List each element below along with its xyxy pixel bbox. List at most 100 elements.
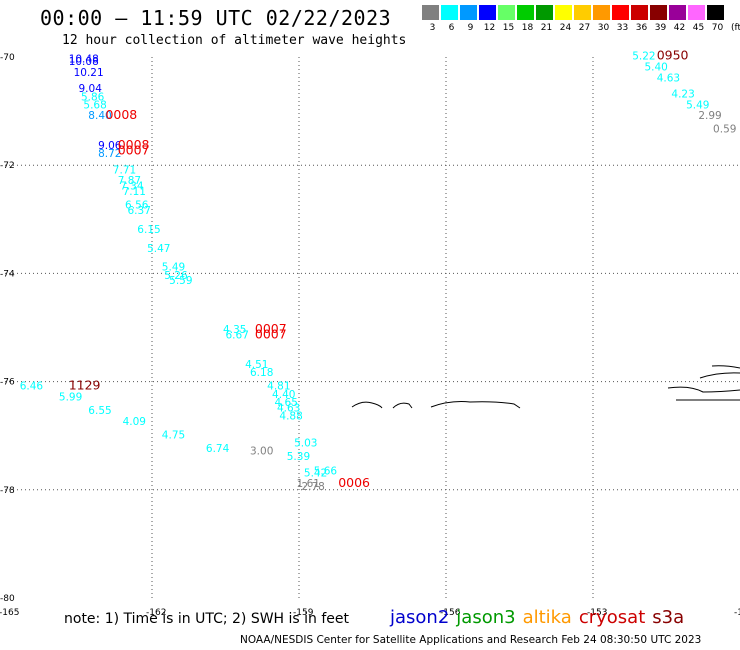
wave-height-label: 4.09 — [123, 416, 146, 428]
wave-height-label: 5.03 — [294, 438, 317, 450]
color-scale-label: 45 — [692, 23, 705, 33]
y-tick-label: -72 — [0, 161, 15, 171]
wave-height-label: 6.74 — [206, 443, 230, 455]
x-tick-label: -156 — [440, 608, 461, 618]
time-label: 0008 — [118, 137, 150, 152]
x-tick-label: -162 — [146, 608, 166, 618]
chart-title: 00:00 – 11:59 UTC 02/22/2023 — [40, 6, 392, 30]
color-scale-label: 18 — [521, 23, 534, 33]
satellite-legend-item: s3a — [652, 607, 685, 628]
color-scale-label: 6 — [448, 23, 455, 33]
wave-height-label: 3.00 — [250, 446, 273, 458]
wave-height-label: 6.15 — [137, 224, 160, 236]
y-tick-label: -80 — [0, 594, 15, 604]
time-label: 0950 — [657, 48, 689, 63]
color-scale-label: 15 — [502, 23, 515, 33]
time-label: 0006 — [338, 475, 370, 490]
color-scale-swatch — [593, 5, 610, 20]
wave-height-label: 5.47 — [147, 243, 170, 255]
color-scale-swatch — [631, 5, 648, 20]
color-scale-swatch — [688, 5, 705, 20]
time-label: 0007 — [255, 326, 287, 341]
wave-height-label: 4.65 — [275, 397, 298, 409]
wave-height-label: 4.35 — [223, 324, 246, 336]
wave-height-label: 5.59 — [169, 275, 192, 287]
coastline — [667, 365, 740, 401]
wave-height-label: 6.67 — [226, 329, 249, 341]
time-label: 0007 — [118, 142, 150, 157]
wave-height-label: 5.42 — [304, 467, 327, 479]
color-scale-label: 36 — [635, 23, 648, 33]
color-scale-swatch — [650, 5, 667, 20]
wave-height-label: 8.72 — [98, 148, 121, 160]
color-scale-swatch — [517, 5, 534, 20]
satellite-legend: jason2 jason3 altika cryosat s3a — [390, 607, 691, 628]
satellite-legend-item: altika — [522, 607, 572, 628]
wave-height-label: 10.21 — [74, 67, 104, 79]
wave-height-label: 8.40 — [88, 110, 111, 122]
color-scale-label: 12 — [483, 23, 496, 33]
wave-height-label: 6.55 — [88, 405, 111, 417]
color-scale-swatch — [498, 5, 515, 20]
color-scale-swatch — [441, 5, 458, 20]
color-scale-label: 9 — [467, 23, 474, 33]
satellite-legend-item: jason2 — [390, 607, 450, 628]
wave-height-label: 5.49 — [162, 262, 185, 274]
color-scale-label: 27 — [578, 23, 591, 33]
color-scale-swatch — [669, 5, 686, 20]
time-label: 0008 — [105, 107, 137, 122]
time-label: 1129 — [69, 378, 101, 393]
satellite-legend-item: cryosat — [578, 607, 646, 628]
wave-height-label: 2.78 — [301, 481, 324, 493]
wave-height-label: 7.71 — [113, 164, 136, 176]
wave-height-label: 4.63 — [657, 72, 680, 84]
wave-height-label: 4.23 — [671, 89, 694, 101]
y-tick-label: -78 — [0, 486, 15, 496]
wave-height-label: 6.46 — [20, 381, 44, 393]
wave-height-label: 9.04 — [79, 83, 103, 95]
wave-height-label: 6.56 — [125, 199, 149, 211]
wave-height-label: 5.99 — [59, 392, 82, 404]
x-tick-label: -159 — [293, 608, 314, 618]
time-label: 0007 — [255, 321, 287, 336]
color-scale-swatch — [612, 5, 629, 20]
color-scale-swatch — [460, 5, 477, 20]
color-scale-swatch — [479, 5, 496, 20]
color-scale-swatch — [422, 5, 439, 20]
color-scale-label: 70 — [711, 23, 724, 33]
wave-height-label: 1.61 — [297, 478, 320, 490]
wave-height-label: 6.37 — [128, 205, 151, 217]
color-scale-swatch — [574, 5, 591, 20]
color-scale-unit: (ft) — [731, 23, 740, 33]
color-scale-label: 30 — [597, 23, 610, 33]
wave-height-label: 7.87 — [118, 175, 141, 187]
color-scale-label: 24 — [559, 23, 572, 33]
x-tick-label: -165 — [0, 608, 19, 618]
wave-height-label: 10.48 — [69, 53, 99, 65]
wave-height-label: 0.59 — [713, 124, 736, 136]
wave-height-label: 5.39 — [287, 451, 310, 463]
color-scale-label: 33 — [616, 23, 629, 33]
color-scale-label: 42 — [673, 23, 686, 33]
color-scale-swatch — [707, 5, 724, 20]
y-tick-label: -76 — [0, 378, 15, 388]
wave-height-label: 5.22 — [632, 51, 655, 63]
footer-credit: NOAA/NESDIS Center for Satellite Applica… — [240, 634, 702, 646]
y-tick-label: -70 — [0, 53, 15, 63]
wave-height-label: 5.49 — [686, 99, 709, 111]
x-tick-label: -150 — [734, 608, 740, 618]
wave-height-label: 5.68 — [83, 99, 106, 111]
wave-height-label: 5.40 — [644, 62, 667, 74]
color-scale-label: 21 — [540, 23, 553, 33]
wave-height-label: 9.06 — [98, 140, 122, 152]
wave-height-label: 4.81 — [267, 381, 290, 393]
wave-height-label: 4.88 — [279, 410, 302, 422]
wave-height-label: 5.86 — [81, 91, 105, 103]
color-scale-swatch — [555, 5, 572, 20]
color-scale-swatch — [536, 5, 553, 20]
wave-height-label: 6.18 — [250, 367, 273, 379]
satellite-legend-item: jason3 — [456, 607, 516, 628]
wave-height-label: 10.08 — [69, 56, 99, 68]
wave-height-label: 7.34 — [120, 181, 144, 193]
color-scale-label: 3 — [429, 23, 436, 33]
